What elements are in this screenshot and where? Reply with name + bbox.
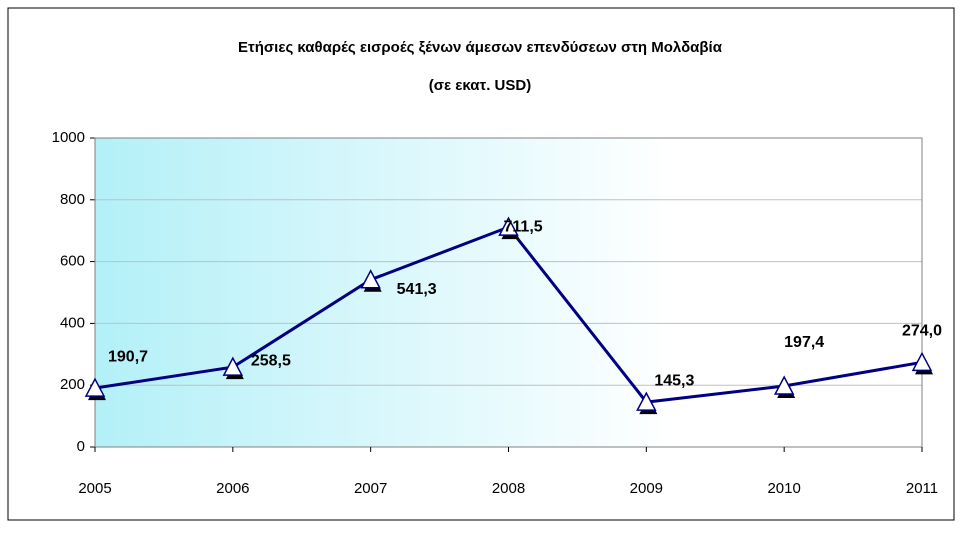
x-tick-label: 2005	[78, 480, 111, 497]
marker	[773, 375, 795, 395]
marker	[911, 351, 933, 372]
y-tick-label: 0	[77, 438, 85, 455]
plot-area	[95, 138, 922, 447]
marker	[498, 216, 519, 236]
y-tick-label: 600	[60, 253, 85, 270]
x-tick-label: 2010	[767, 480, 800, 497]
x-tick-label: 2008	[492, 480, 525, 497]
x-tick-label: 2009	[630, 480, 663, 497]
data-label: 197,4	[784, 334, 824, 351]
marker	[360, 269, 381, 289]
data-label: 190,7	[108, 348, 148, 365]
chart-title: Ετήσιες καθαρές εισροές ξένων άμεσων επε…	[238, 39, 723, 56]
y-tick-label: 400	[60, 314, 85, 331]
x-tick-label: 2007	[354, 480, 387, 497]
data-label: 145,3	[654, 372, 694, 389]
marker	[222, 356, 244, 376]
marker	[636, 391, 657, 411]
chart-subtitle: (σε εκατ. USD)	[429, 77, 531, 94]
x-tick-label: 2006	[216, 480, 249, 497]
data-label: 711,5	[504, 218, 543, 235]
y-tick-label: 200	[60, 376, 85, 393]
x-tick-label: 2011	[906, 480, 938, 497]
y-tick-label: 1000	[52, 129, 85, 146]
y-tick-label: 800	[60, 191, 85, 208]
data-label: 258,5	[251, 352, 291, 369]
data-label: 541,3	[397, 281, 437, 298]
data-label: 274,0	[902, 323, 942, 340]
marker	[84, 377, 106, 397]
